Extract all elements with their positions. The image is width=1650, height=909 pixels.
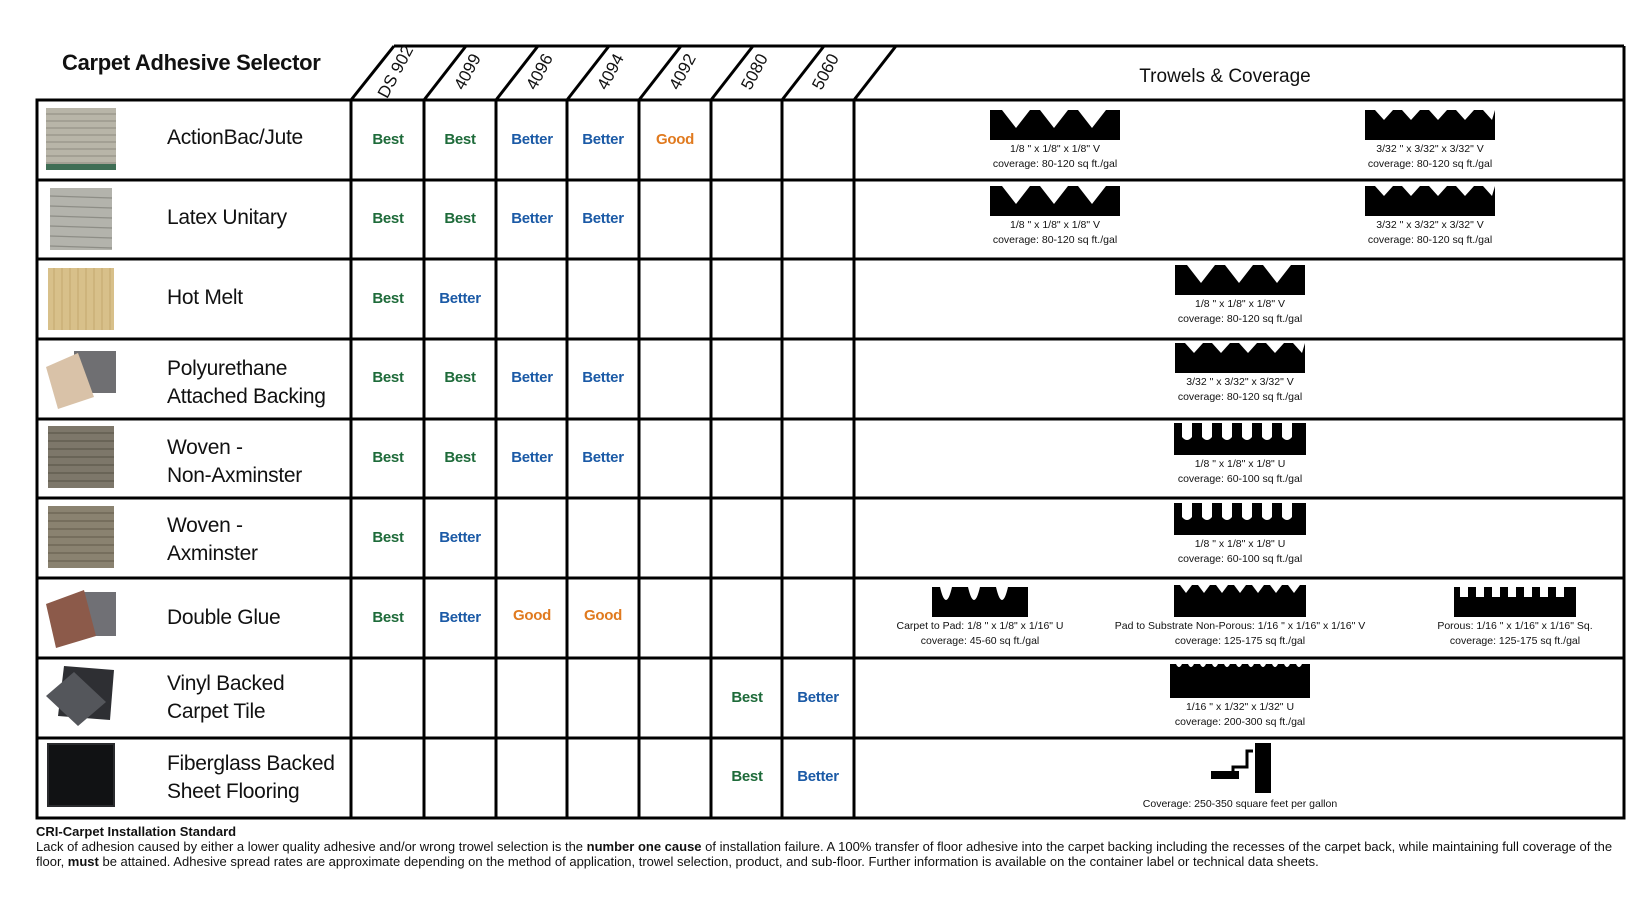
- row-label: Woven - Non-Axminster: [167, 436, 302, 487]
- row-label: Double Glue: [167, 606, 281, 629]
- rating-cell: Good: [656, 131, 694, 148]
- u-notch-micro-trowel-icon: [1170, 664, 1310, 698]
- note-title: CRI-Carpet Installation Standard: [36, 824, 237, 839]
- u-notch-trowel-icon: [1174, 503, 1306, 535]
- latex-unitary-sample-image: [49, 188, 113, 250]
- rating-cell: Best: [731, 689, 763, 706]
- double-glue-sample-image: [46, 590, 116, 648]
- polyurethane-sample-image: [46, 351, 116, 409]
- page-title: Carpet Adhesive Selector: [62, 50, 321, 75]
- fiberglass-backed-sample-image: [47, 743, 115, 807]
- woven-axminster-sample-image: [48, 506, 114, 568]
- rating-cell: Good: [584, 607, 622, 624]
- rating-cell: Best: [372, 290, 404, 307]
- paint-roller-icon: [1211, 743, 1271, 793]
- row-label: Hot Melt: [167, 286, 243, 309]
- row-label: Latex Unitary: [167, 206, 287, 229]
- jute-carpet-sample-image: [46, 108, 116, 170]
- u-notch-wide-trowel-icon: [932, 587, 1028, 617]
- rating-cell: Better: [797, 689, 839, 706]
- row-label: Fiberglass Backed Sheet Flooring: [167, 752, 335, 803]
- v-notch-small-trowel-icon: [1175, 343, 1305, 373]
- row-label: Vinyl Backed Carpet Tile: [167, 672, 285, 723]
- note-body: Lack of adhesion caused by either a lowe…: [36, 839, 1613, 869]
- rating-cell: Best: [372, 449, 404, 466]
- v-notch-trowel-icon: [1175, 265, 1305, 295]
- square-notch-trowel-icon: [1454, 587, 1576, 617]
- rating-cell: Better: [511, 369, 553, 386]
- rating-cell: Best: [444, 449, 476, 466]
- rating-cell: Better: [511, 449, 553, 466]
- rating-cell: Better: [582, 369, 624, 386]
- rating-cell: Best: [372, 131, 404, 148]
- rating-cell: Better: [797, 768, 839, 785]
- rating-cell: Better: [582, 449, 624, 466]
- trowel-spec: Porous: 1/16 " x 1/16" x 1/16" Sq. covera…: [1420, 587, 1610, 649]
- rating-cell: Better: [511, 210, 553, 227]
- rating-cell: Best: [444, 131, 476, 148]
- rating-cell: Better: [511, 131, 553, 148]
- rating-cell: Good: [513, 607, 551, 624]
- vinyl-backed-tile-sample-image: [46, 666, 114, 726]
- v-notch-trowel-icon: [990, 110, 1120, 140]
- rating-cell: Better: [582, 210, 624, 227]
- v-notch-trowel-icon: [990, 186, 1120, 216]
- row-label: Polyurethane Attached Backing: [167, 357, 326, 408]
- u-notch-trowel-icon: [1174, 423, 1306, 455]
- v-notch-fine-trowel-icon: [1174, 585, 1306, 617]
- rating-cell: Better: [582, 131, 624, 148]
- rating-cell: Better: [439, 609, 481, 626]
- hot-melt-sample-image: [48, 268, 114, 330]
- trowel-spec: Coverage: 250-350 square feet per gallon: [1130, 741, 1350, 812]
- rating-cell: Best: [444, 210, 476, 227]
- rating-cell: Best: [372, 210, 404, 227]
- rating-cell: Better: [439, 529, 481, 546]
- rating-cell: Better: [439, 290, 481, 307]
- trowels-coverage-header: Trowels & Coverage: [1139, 66, 1311, 87]
- rating-cell: Best: [372, 609, 404, 626]
- row-label: ActionBac/Jute: [167, 126, 303, 149]
- trowel-spec: Pad to Substrate Non-Porous: 1/16 " x 1/…: [1110, 585, 1370, 649]
- row-label: Woven - Axminster: [167, 514, 258, 565]
- rating-cell: Best: [372, 529, 404, 546]
- v-notch-small-trowel-icon: [1365, 186, 1495, 216]
- rating-cell: Best: [731, 768, 763, 785]
- woven-non-axminster-sample-image: [48, 426, 114, 488]
- rating-cell: Best: [444, 369, 476, 386]
- v-notch-small-trowel-icon: [1365, 110, 1495, 140]
- rating-cell: Best: [372, 369, 404, 386]
- installation-standard-note: CRI-Carpet Installation Standard Lack of…: [36, 824, 1616, 869]
